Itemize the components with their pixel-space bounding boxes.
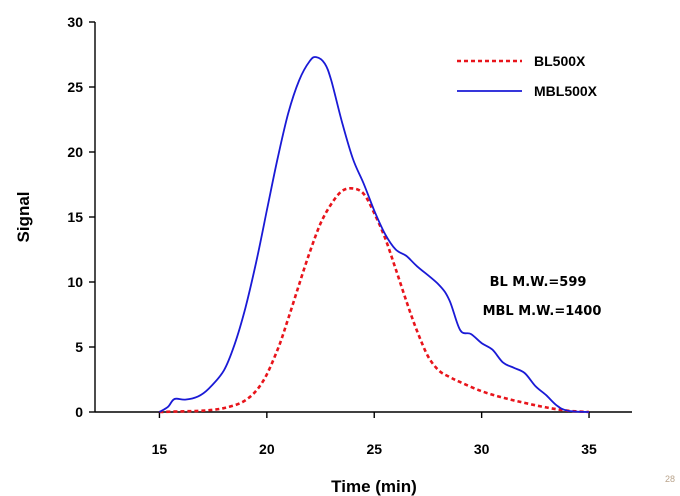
series-line-mbl500x [158,56,590,413]
y-tick-label: 0 [75,404,83,420]
legend-label-mbl500x: MBL500X [534,83,598,99]
y-axis-title: Signal [14,191,33,242]
annotation-mbl-mw: MBL M.W.=1400 [483,304,602,319]
y-tick-label: 25 [67,79,83,95]
annotation-bl-mw: BL M.W.=599 [490,275,587,290]
x-tick-label: 25 [366,441,382,457]
x-axis-title: Time (min) [331,477,417,496]
y-tick-label: 30 [67,14,83,30]
legend-label-bl500x: BL500X [534,53,586,69]
y-tick-label: 15 [67,209,83,225]
plot-series [158,56,590,414]
x-tick-label: 35 [581,441,597,457]
legend: BL500X MBL500X [457,53,598,99]
plot-axes: 0 5 10 15 20 25 30 15 20 25 30 35 [67,14,632,457]
y-tick-label: 20 [67,144,83,160]
page-number: 28 [665,474,676,484]
y-tick-label: 10 [67,274,83,290]
x-tick-label: 15 [152,441,168,457]
y-tick-label: 5 [75,339,83,355]
series-line-bl500x [159,186,590,414]
x-tick-label: 20 [259,441,275,457]
x-tick-label: 30 [474,441,490,457]
